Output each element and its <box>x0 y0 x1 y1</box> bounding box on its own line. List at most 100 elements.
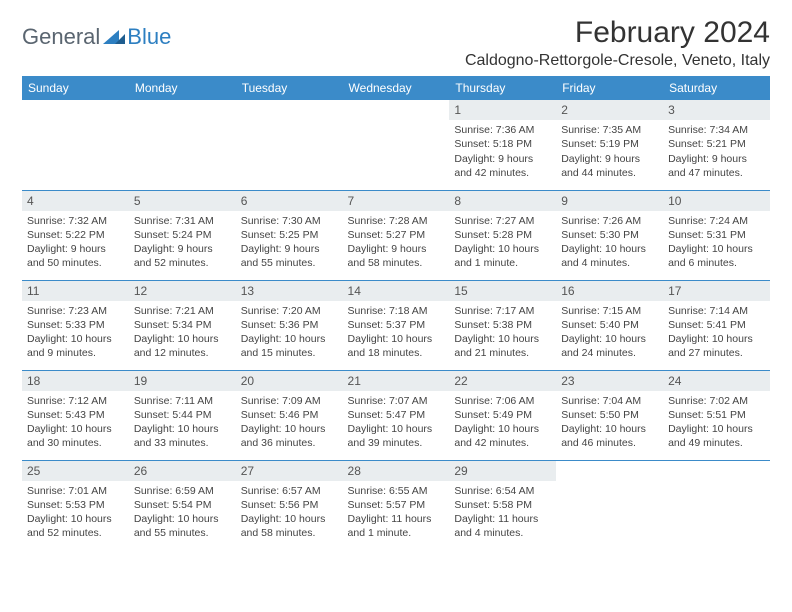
daylight-line: Daylight: 10 hours and 39 minutes. <box>348 422 445 450</box>
day-number: 26 <box>129 461 236 481</box>
calendar-row: 4Sunrise: 7:32 AMSunset: 5:22 PMDaylight… <box>22 190 770 280</box>
sunset-line: Sunset: 5:25 PM <box>241 228 338 242</box>
calendar-cell: 8Sunrise: 7:27 AMSunset: 5:28 PMDaylight… <box>449 190 556 280</box>
sunset-line: Sunset: 5:40 PM <box>561 318 658 332</box>
calendar-cell: 7Sunrise: 7:28 AMSunset: 5:27 PMDaylight… <box>343 190 450 280</box>
day-number: 28 <box>343 461 450 481</box>
sunset-line: Sunset: 5:57 PM <box>348 498 445 512</box>
day-number: 18 <box>22 371 129 391</box>
day-header: Tuesday <box>236 76 343 100</box>
calendar-cell: 16Sunrise: 7:15 AMSunset: 5:40 PMDayligh… <box>556 280 663 370</box>
calendar-cell: 11Sunrise: 7:23 AMSunset: 5:33 PMDayligh… <box>22 280 129 370</box>
day-header: Thursday <box>449 76 556 100</box>
daylight-line: Daylight: 10 hours and 49 minutes. <box>668 422 765 450</box>
logo-triangle-icon <box>103 24 125 50</box>
daylight-line: Daylight: 10 hours and 4 minutes. <box>561 242 658 270</box>
daylight-line: Daylight: 10 hours and 24 minutes. <box>561 332 658 360</box>
daylight-line: Daylight: 10 hours and 6 minutes. <box>668 242 765 270</box>
daylight-line: Daylight: 10 hours and 46 minutes. <box>561 422 658 450</box>
sunrise-line: Sunrise: 7:32 AM <box>27 214 124 228</box>
sunrise-line: Sunrise: 7:31 AM <box>134 214 231 228</box>
calendar-cell: 12Sunrise: 7:21 AMSunset: 5:34 PMDayligh… <box>129 280 236 370</box>
location: Caldogno-Rettorgole-Cresole, Veneto, Ita… <box>465 52 770 70</box>
sunset-line: Sunset: 5:51 PM <box>668 408 765 422</box>
sunrise-line: Sunrise: 7:02 AM <box>668 394 765 408</box>
sunrise-line: Sunrise: 7:21 AM <box>134 304 231 318</box>
calendar-cell: 5Sunrise: 7:31 AMSunset: 5:24 PMDaylight… <box>129 190 236 280</box>
sunrise-line: Sunrise: 7:06 AM <box>454 394 551 408</box>
daylight-line: Daylight: 10 hours and 33 minutes. <box>134 422 231 450</box>
header: General Blue February 2024 Caldogno-Rett… <box>22 16 770 70</box>
daylight-line: Daylight: 11 hours and 4 minutes. <box>454 512 551 540</box>
day-number: 2 <box>556 100 663 120</box>
day-number: 20 <box>236 371 343 391</box>
logo-part1: General <box>22 24 100 50</box>
day-number: 8 <box>449 191 556 211</box>
calendar-cell: 27Sunrise: 6:57 AMSunset: 5:56 PMDayligh… <box>236 460 343 550</box>
calendar-cell: 29Sunrise: 6:54 AMSunset: 5:58 PMDayligh… <box>449 460 556 550</box>
daylight-line: Daylight: 10 hours and 27 minutes. <box>668 332 765 360</box>
sunset-line: Sunset: 5:44 PM <box>134 408 231 422</box>
logo: General Blue <box>22 16 171 50</box>
daylight-line: Daylight: 9 hours and 58 minutes. <box>348 242 445 270</box>
day-header: Saturday <box>663 76 770 100</box>
calendar-cell: 6Sunrise: 7:30 AMSunset: 5:25 PMDaylight… <box>236 190 343 280</box>
day-number: 21 <box>343 371 450 391</box>
calendar-cell: 21Sunrise: 7:07 AMSunset: 5:47 PMDayligh… <box>343 370 450 460</box>
sunrise-line: Sunrise: 7:15 AM <box>561 304 658 318</box>
daylight-line: Daylight: 10 hours and 12 minutes. <box>134 332 231 360</box>
sunrise-line: Sunrise: 7:14 AM <box>668 304 765 318</box>
sunset-line: Sunset: 5:38 PM <box>454 318 551 332</box>
sunrise-line: Sunrise: 7:20 AM <box>241 304 338 318</box>
sunset-line: Sunset: 5:30 PM <box>561 228 658 242</box>
daylight-line: Daylight: 10 hours and 9 minutes. <box>27 332 124 360</box>
calendar-cell: 26Sunrise: 6:59 AMSunset: 5:54 PMDayligh… <box>129 460 236 550</box>
daylight-line: Daylight: 9 hours and 44 minutes. <box>561 152 658 180</box>
daylight-line: Daylight: 10 hours and 15 minutes. <box>241 332 338 360</box>
calendar-row: 25Sunrise: 7:01 AMSunset: 5:53 PMDayligh… <box>22 460 770 550</box>
daylight-line: Daylight: 10 hours and 30 minutes. <box>27 422 124 450</box>
month-title: February 2024 <box>465 16 770 50</box>
daylight-line: Daylight: 9 hours and 47 minutes. <box>668 152 765 180</box>
day-number: 12 <box>129 281 236 301</box>
calendar-cell <box>22 100 129 190</box>
day-header: Wednesday <box>343 76 450 100</box>
calendar-cell <box>556 460 663 550</box>
sunset-line: Sunset: 5:49 PM <box>454 408 551 422</box>
sunset-line: Sunset: 5:43 PM <box>27 408 124 422</box>
calendar-cell: 10Sunrise: 7:24 AMSunset: 5:31 PMDayligh… <box>663 190 770 280</box>
day-number: 24 <box>663 371 770 391</box>
sunset-line: Sunset: 5:28 PM <box>454 228 551 242</box>
sunset-line: Sunset: 5:19 PM <box>561 137 658 151</box>
day-number: 14 <box>343 281 450 301</box>
sunrise-line: Sunrise: 7:23 AM <box>27 304 124 318</box>
daylight-line: Daylight: 10 hours and 42 minutes. <box>454 422 551 450</box>
daylight-line: Daylight: 9 hours and 55 minutes. <box>241 242 338 270</box>
daylight-line: Daylight: 10 hours and 21 minutes. <box>454 332 551 360</box>
logo-text: General Blue <box>22 24 171 50</box>
sunrise-line: Sunrise: 7:09 AM <box>241 394 338 408</box>
calendar-cell: 13Sunrise: 7:20 AMSunset: 5:36 PMDayligh… <box>236 280 343 370</box>
calendar-table: SundayMondayTuesdayWednesdayThursdayFrid… <box>22 76 770 550</box>
sunrise-line: Sunrise: 7:11 AM <box>134 394 231 408</box>
day-header: Friday <box>556 76 663 100</box>
sunset-line: Sunset: 5:21 PM <box>668 137 765 151</box>
sunset-line: Sunset: 5:58 PM <box>454 498 551 512</box>
day-number: 15 <box>449 281 556 301</box>
calendar-cell: 4Sunrise: 7:32 AMSunset: 5:22 PMDaylight… <box>22 190 129 280</box>
daylight-line: Daylight: 9 hours and 42 minutes. <box>454 152 551 180</box>
calendar-cell <box>129 100 236 190</box>
sunrise-line: Sunrise: 7:12 AM <box>27 394 124 408</box>
sunrise-line: Sunrise: 7:17 AM <box>454 304 551 318</box>
calendar-cell: 25Sunrise: 7:01 AMSunset: 5:53 PMDayligh… <box>22 460 129 550</box>
day-header: Sunday <box>22 76 129 100</box>
sunrise-line: Sunrise: 6:59 AM <box>134 484 231 498</box>
sunset-line: Sunset: 5:56 PM <box>241 498 338 512</box>
sunrise-line: Sunrise: 7:07 AM <box>348 394 445 408</box>
day-number: 13 <box>236 281 343 301</box>
calendar-cell: 17Sunrise: 7:14 AMSunset: 5:41 PMDayligh… <box>663 280 770 370</box>
calendar-cell: 1Sunrise: 7:36 AMSunset: 5:18 PMDaylight… <box>449 100 556 190</box>
sunrise-line: Sunrise: 7:35 AM <box>561 123 658 137</box>
sunrise-line: Sunrise: 6:55 AM <box>348 484 445 498</box>
calendar-cell <box>663 460 770 550</box>
